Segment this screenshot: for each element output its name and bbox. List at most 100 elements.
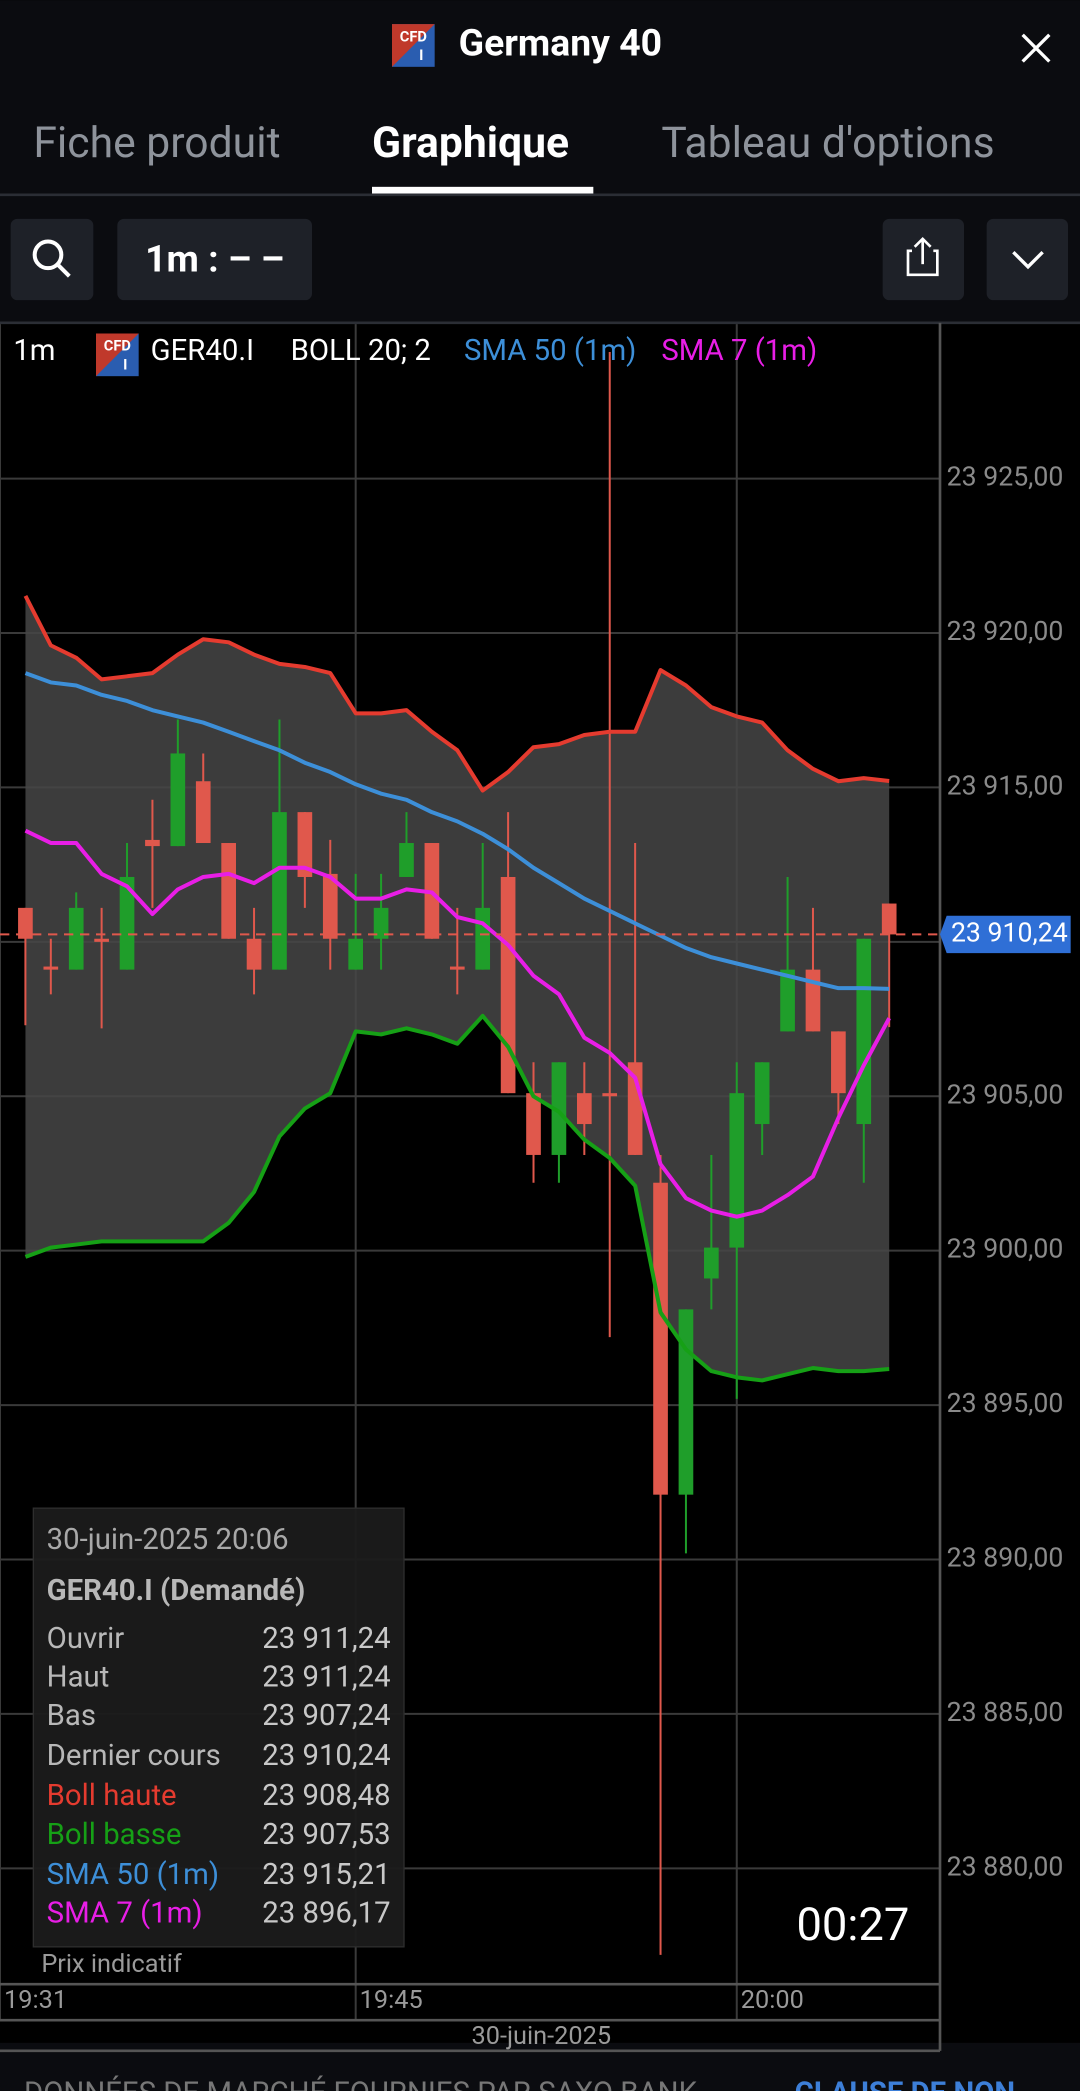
tooltip-label: Ouvrir — [47, 1622, 125, 1656]
legend-instrument: GER40.I — [151, 334, 254, 368]
candle-body — [94, 938, 109, 942]
legend-sma7: SMA 7 (1m) — [661, 334, 817, 368]
tooltip-series-label: Boll basse — [47, 1818, 182, 1852]
y-tick-label: 23 915,00 — [947, 769, 1064, 801]
x-tick-label: 19:31 — [4, 1986, 67, 2015]
tab[interactable]: Tableau d'options — [661, 118, 994, 168]
candle-body — [272, 812, 287, 970]
x-tick-label: 19:45 — [360, 1986, 423, 2015]
candle-body — [678, 1309, 694, 1495]
search-button[interactable] — [10, 218, 94, 301]
x-axis-date: 30-juin-2025 — [472, 2022, 612, 2051]
candle-body — [373, 907, 389, 939]
tooltip-series-value: 23 915,21 — [262, 1858, 390, 1892]
candle-body — [653, 1182, 668, 1495]
last-price-label: 23 910,24 — [951, 916, 1068, 948]
y-tick-label: 23 895,00 — [947, 1387, 1064, 1419]
candle-body — [551, 1062, 567, 1155]
disclaimer: DONNÉES DE MARCHÉ FOURNIES PAR SAXO BANK… — [24, 2076, 712, 2091]
legend-badge-top: CFD — [104, 337, 131, 355]
close-button[interactable] — [1021, 33, 1051, 63]
candle-body — [449, 966, 465, 970]
candle-body — [704, 1247, 719, 1279]
legend-badge: CFD I — [96, 333, 139, 377]
header-title: Germany 40 — [459, 21, 662, 65]
candle-body — [145, 839, 160, 847]
legend-badge-bottom: I — [123, 355, 127, 373]
footnote: Prix indicatif — [41, 1950, 182, 1979]
candle-body — [221, 843, 236, 939]
tab-underline — [372, 186, 594, 194]
y-tick-label: 23 920,00 — [947, 615, 1064, 647]
tooltip-series-label: Boll haute — [47, 1779, 177, 1813]
candle-body — [68, 907, 84, 970]
candle-body — [18, 907, 33, 939]
legend-sma50: SMA 50 (1m) — [464, 334, 636, 368]
candle-body — [170, 753, 186, 847]
tooltip-series-value: 23 896,17 — [262, 1897, 390, 1931]
tab-active[interactable]: Graphique — [372, 118, 569, 168]
tooltip-value: 23 911,24 — [262, 1622, 390, 1656]
candle-body — [856, 938, 872, 1125]
legend-interval: 1m — [13, 334, 55, 368]
indicator-line — [24, 671, 890, 991]
tooltip-instrument: GER40.I (Demandé) — [47, 1574, 306, 1608]
last-price-box — [940, 915, 1071, 954]
candle-body — [831, 1031, 846, 1094]
y-tick-label: 23 885,00 — [947, 1696, 1064, 1728]
candle-body — [195, 781, 211, 844]
interval-button[interactable]: 1m : – – — [117, 218, 312, 301]
candle-body — [348, 938, 364, 970]
tooltip-label: Haut — [47, 1661, 110, 1695]
y-tick-label: 23 905,00 — [947, 1078, 1064, 1110]
candle-body — [576, 1093, 592, 1125]
candle-body — [526, 1093, 541, 1155]
disclaimer-link[interactable]: CLAUSE DE NON — [795, 2077, 1015, 2091]
candle-body — [881, 903, 897, 935]
badge-bottom: I — [419, 46, 423, 64]
badge-top: CFD — [400, 27, 427, 45]
tab[interactable]: Fiche produit — [33, 118, 280, 168]
candle-body — [119, 876, 135, 970]
candle-body — [246, 938, 262, 970]
candle-body — [475, 907, 491, 970]
tooltip-label: Dernier cours — [47, 1739, 221, 1773]
tooltip-series-value: 23 908,48 — [262, 1779, 390, 1813]
candle-body — [754, 1062, 770, 1125]
tooltip: 30-juin-2025 20:06 GER40.I (Demandé) Ouv… — [32, 1507, 405, 1948]
tooltip-series-label: SMA 50 (1m) — [47, 1858, 219, 1892]
candle-body — [399, 843, 414, 877]
tooltip-rows: Ouvrir 23 911,24 Haut 23 911,24 Bas 23 907,24… — [47, 1622, 391, 1931]
candle-body — [322, 873, 338, 939]
y-tick-label: 23 890,00 — [947, 1542, 1064, 1574]
candle-body — [729, 1093, 745, 1248]
tooltip-series-value: 23 907,53 — [262, 1818, 390, 1852]
plot — [0, 324, 940, 2021]
y-tick-label: 23 900,00 — [947, 1233, 1064, 1265]
indicator-line — [24, 828, 891, 1219]
x-tick-label: 20:00 — [741, 1986, 804, 2015]
legend-indicator: BOLL 20; 2 — [291, 334, 431, 368]
tooltip-label: Bas — [47, 1699, 96, 1733]
tooltip-title: 30-juin-2025 20:06 — [47, 1523, 289, 1557]
candle-body — [602, 1093, 618, 1097]
candle-body — [780, 969, 795, 1032]
y-tick-label: 23 880,00 — [947, 1850, 1064, 1882]
candle-body — [297, 812, 313, 877]
tooltip-series-label: SMA 7 (1m) — [47, 1897, 203, 1931]
cfd-badge: CFD I — [392, 24, 435, 67]
tooltip-box — [32, 1507, 405, 1948]
candle-body — [43, 966, 59, 970]
tooltip-value: 23 911,24 — [262, 1661, 390, 1695]
indicator-line — [23, 594, 890, 793]
tooltip-value: 23 910,24 — [262, 1739, 390, 1773]
share-button[interactable] — [882, 218, 964, 301]
tooltip-value: 23 907,24 — [262, 1699, 390, 1733]
timer: 00:27 — [796, 1899, 909, 1952]
y-tick-label: 23 925,00 — [947, 461, 1064, 493]
expand-button[interactable] — [986, 218, 1068, 301]
candle-body — [805, 969, 821, 1032]
